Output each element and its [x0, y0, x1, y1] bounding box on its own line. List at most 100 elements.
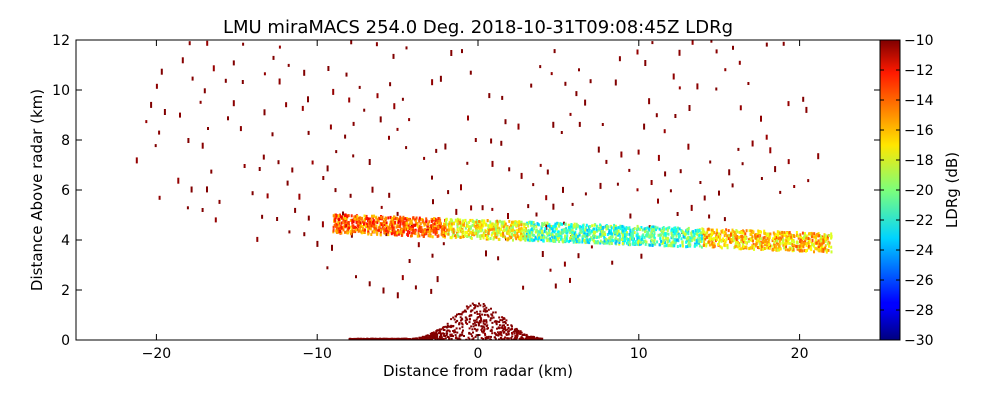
- data-point: [586, 240, 589, 244]
- data-point: [365, 214, 368, 218]
- data-point: [636, 227, 639, 231]
- data-point: [444, 223, 447, 227]
- data-point: [405, 221, 408, 225]
- data-point: [472, 220, 475, 223]
- data-point: [434, 231, 437, 234]
- data-point: [497, 237, 500, 241]
- data-point: [631, 235, 633, 239]
- data-point: [429, 234, 432, 238]
- data-point: [512, 330, 515, 333]
- data-point: [789, 233, 792, 237]
- data-point: [737, 241, 739, 245]
- data-point: [553, 237, 556, 241]
- data-point: [615, 229, 618, 233]
- data-point: [465, 221, 468, 225]
- data-point: [693, 244, 696, 248]
- data-point: [802, 96, 805, 102]
- data-point: [581, 224, 584, 228]
- data-point: [374, 337, 377, 340]
- data-point: [534, 235, 537, 239]
- data-point: [674, 231, 677, 235]
- data-point: [820, 235, 823, 239]
- data-point: [651, 41, 654, 45]
- data-point: [455, 208, 458, 215]
- data-point: [817, 232, 820, 236]
- data-point: [614, 238, 617, 242]
- data-point: [637, 149, 640, 155]
- data-point: [294, 207, 297, 213]
- data-point: [352, 121, 355, 126]
- data-point: [687, 143, 690, 150]
- data-point: [507, 213, 509, 219]
- data-point: [498, 338, 500, 340]
- data-point: [339, 224, 342, 228]
- data-point: [653, 238, 656, 242]
- data-point: [573, 235, 576, 238]
- data-point: [474, 319, 477, 322]
- data-point: [471, 309, 474, 312]
- data-point: [434, 227, 437, 230]
- data-point: [494, 337, 497, 340]
- data-point: [788, 248, 791, 252]
- data-point: [745, 229, 748, 233]
- data-point: [623, 227, 626, 231]
- data-point: [491, 326, 494, 329]
- data-point: [782, 238, 784, 242]
- data-point: [589, 236, 592, 240]
- data-point: [469, 314, 471, 317]
- data-point: [504, 336, 507, 339]
- data-point: [494, 311, 497, 314]
- data-point: [278, 45, 281, 49]
- data-point: [440, 232, 443, 236]
- data-point: [486, 327, 489, 330]
- data-point: [548, 239, 551, 243]
- data-point: [682, 233, 685, 237]
- data-point: [466, 307, 469, 310]
- data-point: [435, 331, 438, 334]
- data-point: [430, 332, 433, 335]
- data-point: [666, 237, 669, 241]
- data-point: [541, 222, 544, 226]
- data-point: [802, 245, 805, 249]
- data-point: [340, 226, 343, 230]
- data-point: [443, 226, 446, 230]
- data-point: [484, 233, 487, 237]
- data-point: [601, 230, 604, 233]
- data-point: [486, 324, 489, 327]
- data-point: [361, 225, 364, 229]
- data-point: [450, 338, 453, 340]
- data-point: [524, 237, 526, 241]
- data-point: [448, 225, 451, 229]
- data-point: [385, 216, 388, 220]
- data-point: [805, 244, 808, 248]
- data-point: [468, 332, 471, 335]
- data-point: [749, 246, 752, 250]
- data-point: [509, 328, 512, 331]
- data-point: [611, 260, 614, 265]
- data-point: [592, 239, 595, 243]
- data-point: [759, 240, 762, 244]
- data-point: [672, 230, 675, 234]
- data-point: [740, 235, 743, 239]
- data-point: [459, 338, 462, 340]
- data-point: [419, 336, 422, 339]
- data-point: [735, 229, 738, 233]
- data-point: [727, 229, 730, 233]
- data-point: [788, 231, 791, 235]
- data-point: [529, 338, 532, 340]
- data-point: [678, 235, 680, 239]
- data-point: [482, 223, 485, 227]
- data-point: [363, 222, 365, 226]
- data-point: [741, 243, 744, 247]
- data-point: [552, 121, 555, 128]
- data-point: [738, 230, 741, 234]
- data-point: [347, 214, 350, 218]
- data-point: [620, 151, 623, 158]
- data-point: [438, 224, 441, 228]
- data-point: [437, 226, 440, 230]
- data-point: [676, 238, 679, 242]
- data-point: [544, 227, 547, 231]
- data-point: [616, 238, 619, 242]
- data-point: [278, 78, 281, 85]
